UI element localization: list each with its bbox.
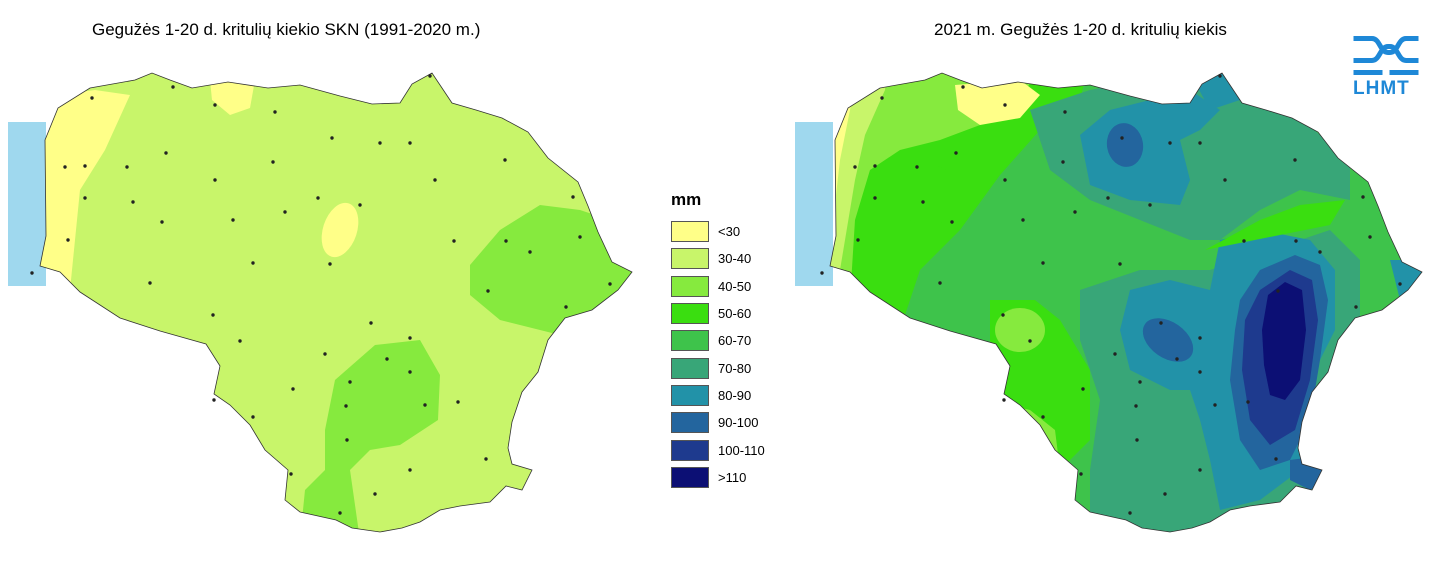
legend-label: >110 bbox=[718, 469, 747, 485]
right-map-title: 2021 m. Gegužės 1-20 d. kritulių kiekis bbox=[934, 20, 1227, 39]
legend-item: 80-90 bbox=[671, 382, 765, 409]
legend-label: 40-50 bbox=[718, 278, 752, 294]
legend-item: 30-40 bbox=[671, 245, 765, 272]
legend-label: 30-40 bbox=[718, 251, 752, 267]
weather-stations bbox=[820, 74, 1402, 515]
legend-item: 60-70 bbox=[671, 327, 765, 354]
lithuania-border bbox=[829, 72, 1423, 533]
legend-item: 70-80 bbox=[671, 354, 765, 381]
normal-precipitation-map bbox=[8, 72, 633, 533]
legend-swatch bbox=[671, 248, 709, 270]
precipitation-legend: mm <30 30-40 40-50 50-60 60-70 70-80 80-… bbox=[671, 190, 765, 491]
zone-90-100-north bbox=[1106, 123, 1144, 167]
legend-unit: mm bbox=[671, 190, 702, 209]
legend-swatch bbox=[671, 221, 709, 243]
legend-swatch bbox=[671, 330, 709, 352]
legend-swatch bbox=[671, 466, 709, 488]
baltic-sea bbox=[795, 122, 833, 286]
legend-label: 50-60 bbox=[718, 306, 752, 322]
legend-item: <30 bbox=[671, 218, 765, 245]
zone-40-50-south bbox=[300, 340, 440, 532]
zone-under-30-center bbox=[321, 202, 359, 258]
lithuania-border bbox=[39, 72, 633, 533]
zone-under-30-west bbox=[40, 90, 130, 290]
zone-50-60-northwest bbox=[894, 165, 962, 225]
zone-80-90-north bbox=[1080, 90, 1220, 205]
precipitation-2021-map bbox=[795, 72, 1423, 533]
legend-swatch bbox=[671, 275, 709, 297]
legend-label: 80-90 bbox=[718, 387, 752, 403]
lhmt-logo-text: LHMT bbox=[1353, 78, 1410, 99]
legend-item: 40-50 bbox=[671, 273, 765, 300]
legend-item: 100-110 bbox=[671, 436, 765, 463]
legend-swatch bbox=[671, 412, 709, 434]
zone-40-50-east bbox=[470, 205, 632, 335]
zone-90-100-center bbox=[1142, 318, 1194, 362]
lhmt-logo-icon bbox=[1353, 36, 1419, 75]
legend-item: 50-60 bbox=[671, 300, 765, 327]
legend-label: 70-80 bbox=[718, 360, 752, 376]
legend-swatch bbox=[671, 384, 709, 406]
legend-swatch bbox=[671, 303, 709, 325]
legend-label: 60-70 bbox=[718, 333, 752, 349]
weather-stations bbox=[30, 74, 612, 515]
legend-swatch bbox=[671, 439, 709, 461]
legend-swatch bbox=[671, 357, 709, 379]
zone-40-50-southwest bbox=[995, 308, 1045, 352]
zone-under-30-north bbox=[955, 80, 1040, 125]
legend-item: 90-100 bbox=[671, 409, 765, 436]
legend-label: 90-100 bbox=[718, 415, 759, 431]
legend-label: <30 bbox=[718, 224, 741, 240]
zone-under-30-north bbox=[210, 80, 255, 115]
zone-over-110 bbox=[1262, 282, 1306, 400]
baltic-sea bbox=[8, 122, 46, 286]
left-map-title: Gegužės 1-20 d. kritulių kiekio SKN (199… bbox=[92, 20, 481, 39]
legend-label: 100-110 bbox=[718, 442, 765, 458]
zone-50-60-east-finger bbox=[1205, 200, 1345, 250]
legend-item: >110 bbox=[671, 464, 765, 491]
zone-30-40-west bbox=[830, 73, 890, 300]
